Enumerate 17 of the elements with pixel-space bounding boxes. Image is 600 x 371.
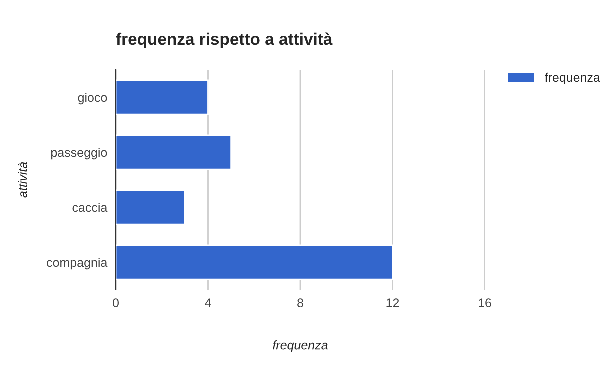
bar xyxy=(116,190,186,226)
bar xyxy=(116,244,394,280)
x-tick-label: 8 xyxy=(298,298,304,308)
y-tick-label: passeggio xyxy=(51,148,108,160)
chart-title: frequenza rispetto a attività xyxy=(116,32,333,48)
legend-label: frequenza xyxy=(545,72,600,85)
x-tick-label: 4 xyxy=(205,298,212,308)
y-axis-title: attività xyxy=(18,162,28,198)
x-tick-label: 0 xyxy=(113,298,119,308)
y-tick-label: caccia xyxy=(72,202,108,212)
bar xyxy=(116,134,232,170)
x-axis-title: frequenza xyxy=(273,340,328,352)
x-tick-label: 12 xyxy=(386,298,400,308)
x-tick-label: 16 xyxy=(479,298,492,308)
y-tick-label: gioco xyxy=(78,92,108,105)
y-tick-label: compagnia xyxy=(47,258,108,270)
bar xyxy=(116,80,209,116)
